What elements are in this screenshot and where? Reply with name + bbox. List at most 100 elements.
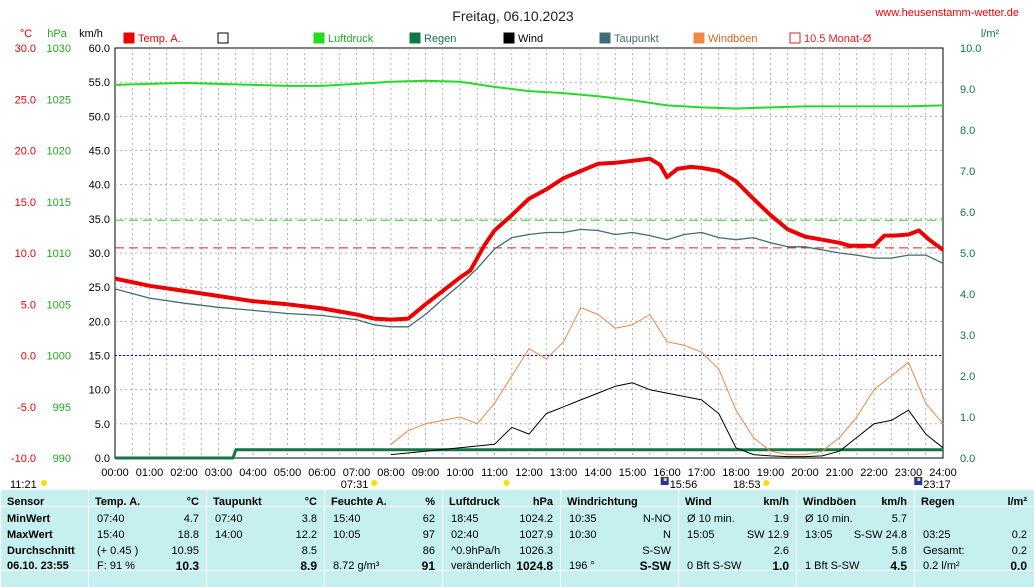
legend-label: Regen [424, 33, 456, 45]
table-cell-left: 15:40 [333, 513, 361, 525]
table-header-unit: °C [304, 496, 317, 508]
pressure-tick-label: 1005 [47, 299, 71, 311]
table-cell-value: 1024.8 [516, 559, 553, 573]
moon-icon-glint [663, 478, 667, 481]
wind-tick-label: 20.0 [89, 316, 110, 328]
wind-tick-label: 60.0 [89, 43, 110, 55]
wind-tick-label: 40.0 [89, 180, 110, 192]
table-header: Taupunkt [213, 496, 262, 508]
temp-tick-label: 25.0 [15, 94, 36, 106]
legend-swatch [503, 32, 515, 44]
wind-tick-label: 50.0 [89, 111, 110, 123]
table-cell-left: 13:05 [805, 529, 833, 541]
table-header: Windböen [803, 496, 857, 508]
rain-tick-label: 5.0 [960, 248, 975, 260]
legend-label: 10.5 Monat-Ø [804, 33, 872, 45]
table-cell-left: 15:40 [97, 529, 125, 541]
pressure-tick-label: 995 [53, 402, 71, 414]
x-tick-label: 21:00 [826, 467, 854, 479]
table-cell-value: 5.8 [891, 545, 907, 557]
pressure-tick-label: 1020 [47, 146, 71, 158]
table-cell-value: 10.3 [175, 559, 199, 573]
event-time-label: 15:56 [670, 479, 698, 490]
statistics-table: Sensor MinWert MaxWert Durchschnitt 06.10. 2… [0, 490, 1034, 587]
table-cell-value: S-SW [639, 559, 671, 573]
table-cell-value: 12.2 [295, 529, 317, 541]
table-header-unit: °C [186, 496, 199, 508]
series-line-windb-en [390, 307, 944, 456]
x-tick-label: 11:00 [481, 467, 508, 479]
table-cell-value: 62 [422, 513, 435, 525]
x-tick-label: 22:00 [860, 467, 888, 479]
x-tick-label: 04:00 [239, 467, 267, 479]
wind-tick-label: 15.0 [89, 351, 110, 363]
plot-area: 30.0 25.0 20.0 15.0 10.0 5.0 0.0 -5.0 -10.0 1030 1… [10, 43, 981, 490]
legend-label: Temp. A. [138, 33, 181, 45]
legend-label: Wind [518, 33, 543, 45]
x-tick-label: 07:00 [343, 467, 371, 479]
moon-icon-glint [917, 478, 921, 481]
x-tick-label: 05:00 [274, 467, 302, 479]
table-cell-left: 02:40 [451, 529, 479, 541]
pressure-tick-label: 1010 [47, 248, 71, 260]
table-cell-left: (+ 0.45 ) [97, 545, 139, 557]
x-tick-label: 12:00 [515, 467, 543, 479]
sun-icon [371, 480, 378, 486]
event-time-label: 07:31 [341, 479, 369, 490]
table-cell-left: 10:30 [569, 529, 597, 541]
table-column: Luftdruck hPa 18:45 1024.2 02:40 1027.9 ^0.9hP… [442, 490, 560, 587]
table-cell-value: 97 [422, 529, 435, 541]
x-tick-label: 00:00 [101, 467, 129, 479]
table-cell-left: Ø 10 min. [687, 513, 735, 525]
table-cell-left: 8.72 g/m³ [333, 560, 380, 572]
wind-tick-label: 30.0 [89, 248, 110, 260]
temp-tick-label: 15.0 [15, 197, 36, 209]
legend-swatch [123, 32, 135, 44]
table-cell-left: 10:05 [333, 529, 361, 541]
series-line-regen [115, 448, 943, 460]
event-time-label: 11:21 [10, 479, 37, 490]
rain-tick-label: 3.0 [960, 330, 975, 342]
wind-tick-label: 10.0 [89, 385, 110, 397]
pressure-tick-label: 1015 [47, 197, 71, 209]
table-cell-left: 1 Bft S-SW [805, 560, 860, 572]
x-tick-label: 01:00 [136, 467, 164, 479]
table-cell-value: 0.2 [1011, 545, 1027, 557]
x-tick-label: 03:00 [205, 467, 233, 479]
table-header: Temp. A. [95, 496, 141, 508]
table-cell-left: ^0.9hPa/h [451, 545, 501, 557]
table-cell-left: 07:40 [97, 513, 125, 525]
table-cell-left: 0.2 l/m² [923, 560, 960, 572]
temp-tick-label: -10.0 [11, 453, 36, 465]
table-cell-left: 0 Bft S-SW [687, 560, 742, 572]
legend-swatch [693, 32, 705, 44]
rain-tick-label: 7.0 [960, 166, 975, 178]
legend-swatch [599, 32, 611, 44]
wind-unit-label: km/h [79, 28, 103, 40]
table-cell-value: 86 [422, 545, 435, 557]
table-header-unit: km/h [881, 496, 907, 508]
temp-tick-label: 20.0 [15, 146, 36, 158]
event-time-label: 18:53 [733, 479, 761, 490]
table-cell-value: 1.9 [773, 513, 789, 525]
x-tick-label: 20:00 [791, 467, 819, 479]
table-header: Sensor [7, 496, 45, 508]
table-column: Taupunkt °C 07:40 3.8 14:00 12.2 8.5 8.9 [206, 490, 324, 587]
table-cell-value: 91 [421, 559, 435, 573]
wind-tick-label: 35.0 [89, 214, 110, 226]
table-cell-value: S-SW [642, 545, 671, 557]
table-cell-left: 18:45 [451, 513, 479, 525]
x-tick-label: 19:00 [757, 467, 785, 479]
table-column: Regen l/m² 03:25 0.2 Gesamt: 0.2 0.2 l/m² 0.0 [914, 490, 1034, 587]
table-cell-left: Ø 10 min. [805, 513, 853, 525]
series-line-temp-a [114, 156, 945, 322]
website-label: www.heusenstamm-wetter.de [874, 7, 1019, 19]
x-tick-label: 09:00 [412, 467, 440, 479]
table-column: Windrichtung 10:35 N-NO 10:30 N S-SW 196 ° S-SW [560, 490, 678, 587]
temp-tick-label: 30.0 [15, 43, 36, 55]
legend-swatch [789, 32, 801, 44]
wind-tick-label: 55.0 [89, 77, 110, 89]
table-cell-value: 1026.3 [519, 545, 553, 557]
sun-icon [763, 480, 770, 486]
table-cell-value: 4.5 [890, 559, 907, 573]
